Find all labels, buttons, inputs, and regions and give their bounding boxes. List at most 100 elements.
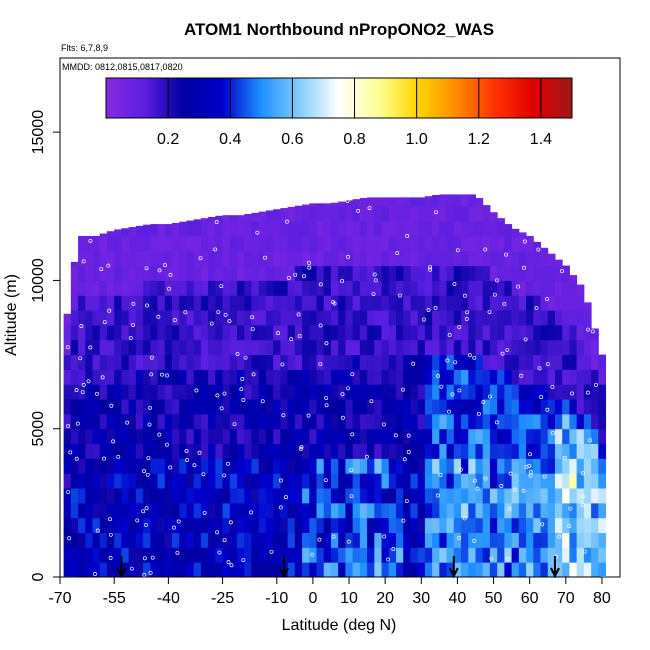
heat-cell bbox=[237, 295, 245, 311]
heat-cell bbox=[374, 235, 383, 252]
heat-cell bbox=[497, 517, 505, 534]
heat-cell bbox=[258, 235, 267, 252]
heat-cell bbox=[417, 250, 426, 267]
heat-cell bbox=[251, 280, 260, 296]
sample-point bbox=[529, 470, 533, 475]
heat-cell bbox=[497, 369, 505, 385]
heat-cell bbox=[287, 265, 296, 281]
heat-cell bbox=[381, 265, 390, 281]
heat-cell bbox=[489, 310, 498, 326]
heat-cell bbox=[461, 221, 469, 237]
heat-cell bbox=[475, 197, 484, 207]
heat-cell bbox=[323, 532, 332, 548]
heat-cell bbox=[453, 265, 462, 281]
heat-cell bbox=[200, 384, 209, 400]
heat-cell bbox=[475, 532, 484, 548]
heat-cell bbox=[540, 428, 549, 445]
heat-cell bbox=[200, 458, 209, 474]
heat-cell bbox=[352, 473, 361, 489]
heat-cell bbox=[302, 204, 310, 207]
heat-cell bbox=[63, 384, 72, 400]
heat-cell bbox=[215, 310, 224, 326]
sample-point bbox=[197, 450, 202, 455]
heat-cell bbox=[114, 413, 122, 430]
heat-cell bbox=[533, 241, 542, 252]
heat-cell bbox=[482, 532, 491, 548]
heat-cell bbox=[251, 413, 260, 430]
heat-cell bbox=[562, 473, 570, 489]
heat-cell bbox=[309, 339, 318, 356]
heat-cell bbox=[359, 428, 368, 445]
sample-point bbox=[539, 395, 544, 399]
sample-point bbox=[67, 536, 72, 541]
heat-cell bbox=[461, 562, 469, 577]
sample-point bbox=[141, 509, 146, 514]
heat-cell bbox=[121, 443, 130, 459]
heat-cell bbox=[424, 517, 433, 534]
heat-cell bbox=[511, 324, 520, 341]
heat-cell bbox=[475, 502, 484, 519]
heat-cell bbox=[388, 250, 397, 267]
heat-cell bbox=[374, 369, 383, 385]
heat-cell bbox=[511, 339, 520, 356]
heat-cell bbox=[106, 562, 115, 577]
heat-cell bbox=[200, 354, 209, 370]
heat-cell bbox=[128, 227, 137, 237]
heat-cell bbox=[63, 399, 72, 415]
x-tick-label: 60 bbox=[521, 590, 539, 607]
heat-cell bbox=[63, 532, 72, 548]
heat-cell bbox=[244, 384, 252, 400]
heat-cell bbox=[164, 224, 173, 237]
heat-cell bbox=[475, 488, 484, 504]
heat-cell bbox=[215, 399, 224, 415]
heat-cell bbox=[121, 532, 130, 548]
heat-cell bbox=[562, 488, 570, 504]
heat-cell bbox=[396, 324, 404, 341]
heat-cell bbox=[316, 324, 325, 341]
heat-cell bbox=[410, 502, 419, 519]
heat-cell bbox=[99, 324, 108, 341]
heat-cell bbox=[280, 458, 289, 474]
heat-cell bbox=[237, 384, 245, 400]
sample-point bbox=[284, 495, 288, 500]
heat-cell bbox=[287, 280, 296, 296]
heat-cell bbox=[388, 562, 397, 577]
heat-cell bbox=[229, 428, 238, 445]
heat-cell bbox=[396, 384, 404, 400]
heat-cell bbox=[432, 458, 440, 474]
sample-point bbox=[557, 534, 562, 539]
heat-cell bbox=[330, 280, 339, 296]
heat-cell bbox=[518, 280, 527, 296]
heat-cell bbox=[316, 221, 325, 237]
heat-cell bbox=[453, 339, 462, 356]
heat-cell bbox=[222, 458, 231, 474]
sample-point bbox=[116, 454, 121, 459]
heat-cell bbox=[381, 221, 390, 237]
heat-cell bbox=[229, 488, 238, 504]
heat-cell bbox=[453, 369, 462, 385]
heat-cell bbox=[229, 295, 238, 311]
colorbar-tick-label: 1.2 bbox=[468, 131, 490, 148]
heat-cell bbox=[518, 354, 527, 370]
heat-cell bbox=[352, 458, 361, 474]
heat-cell bbox=[540, 310, 549, 326]
heat-cell bbox=[367, 532, 375, 548]
sample-point bbox=[317, 537, 322, 542]
heat-cell bbox=[294, 250, 303, 267]
heat-cell bbox=[258, 250, 267, 267]
heat-cell bbox=[504, 458, 513, 474]
heat-cell bbox=[554, 354, 563, 370]
heat-cell bbox=[504, 250, 513, 267]
heat-cell bbox=[576, 339, 585, 356]
heat-cell bbox=[432, 413, 440, 430]
heat-cell bbox=[482, 502, 491, 519]
heat-cell bbox=[179, 250, 187, 267]
heat-cell bbox=[179, 265, 187, 281]
sample-point bbox=[81, 259, 86, 264]
heat-cell bbox=[475, 295, 484, 311]
heat-cell bbox=[287, 428, 296, 445]
heat-cell bbox=[424, 295, 433, 311]
heat-cell bbox=[410, 399, 419, 415]
heat-cell bbox=[294, 458, 303, 474]
x-tick-label: 70 bbox=[557, 590, 575, 607]
